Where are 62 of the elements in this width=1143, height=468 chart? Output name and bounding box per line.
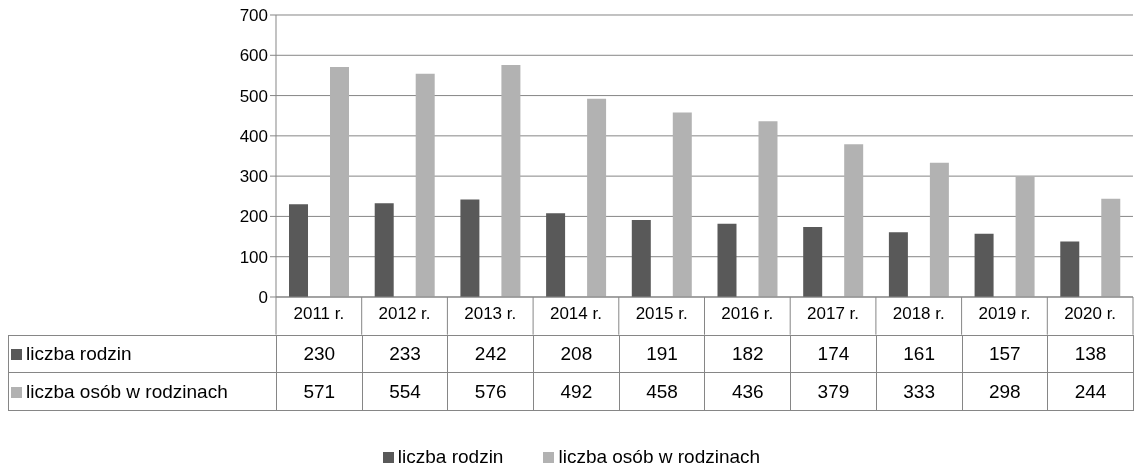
data-label: 554 [362, 372, 448, 411]
x-tick-label: 2013 r. [464, 304, 517, 324]
bar [1101, 198, 1121, 297]
y-tick-label: 700 [239, 6, 269, 26]
text: liczba osób w rodzinach [558, 446, 761, 467]
y-tick-label: 200 [239, 207, 269, 227]
x-tick-label: 2017 r. [807, 304, 860, 324]
data-label: 182 [704, 335, 791, 373]
data-label: 174 [790, 335, 877, 373]
bar [974, 233, 994, 297]
bar [460, 199, 480, 297]
x-tick-label: 2014 r. [549, 304, 602, 324]
x-tick-label: 2018 r. [892, 304, 945, 324]
y-tick-label: 400 [239, 126, 269, 146]
data-label: 571 [276, 372, 363, 411]
legend-label: liczba rodzin [396, 446, 504, 468]
bar [1015, 176, 1035, 297]
data-label: 492 [533, 372, 620, 411]
text: liczba rodzin [26, 343, 132, 365]
data-label: 233 [362, 335, 448, 373]
bar [1060, 241, 1080, 297]
x-tick-label: 2011 r. [293, 304, 345, 324]
y-tick-label: 0 [258, 288, 269, 308]
bar [374, 203, 394, 297]
legend-label: liczba osób w rodzinach [8, 372, 277, 411]
data-label: 208 [533, 335, 620, 373]
bar [844, 144, 864, 297]
bar [929, 162, 949, 297]
data-label: 458 [619, 372, 705, 411]
bar [330, 66, 350, 297]
bar [672, 112, 692, 297]
data-label: 244 [1047, 372, 1134, 411]
data-label: 298 [962, 372, 1048, 411]
bar [631, 220, 651, 297]
bar [546, 213, 566, 297]
y-tick-label: 100 [239, 247, 269, 267]
data-label: 191 [619, 335, 705, 373]
data-label: 138 [1047, 335, 1134, 373]
x-tick-label: 2015 r. [635, 304, 688, 324]
y-tick-label: 300 [239, 167, 269, 187]
data-label: 379 [790, 372, 877, 411]
data-label: 161 [876, 335, 962, 373]
bar [587, 98, 607, 297]
data-label: 576 [447, 372, 534, 411]
x-tick-label: 2020 r. [1064, 304, 1117, 324]
bar [415, 73, 435, 297]
bar [803, 226, 823, 297]
bar [717, 223, 737, 297]
y-tick-label: 600 [239, 46, 269, 66]
bar [758, 121, 778, 297]
data-label: 436 [704, 372, 791, 411]
x-tick-label: 2016 r. [721, 304, 774, 324]
bar [888, 232, 908, 297]
x-tick-label: 2012 r. [378, 304, 431, 324]
x-tick-label: 2019 r. [978, 304, 1031, 324]
data-label: 242 [447, 335, 534, 373]
data-label: 157 [962, 335, 1048, 373]
bar [501, 64, 521, 297]
data-label: 333 [876, 372, 962, 411]
data-label: 230 [276, 335, 363, 373]
bar [289, 204, 309, 297]
y-tick-label: 500 [239, 86, 269, 106]
